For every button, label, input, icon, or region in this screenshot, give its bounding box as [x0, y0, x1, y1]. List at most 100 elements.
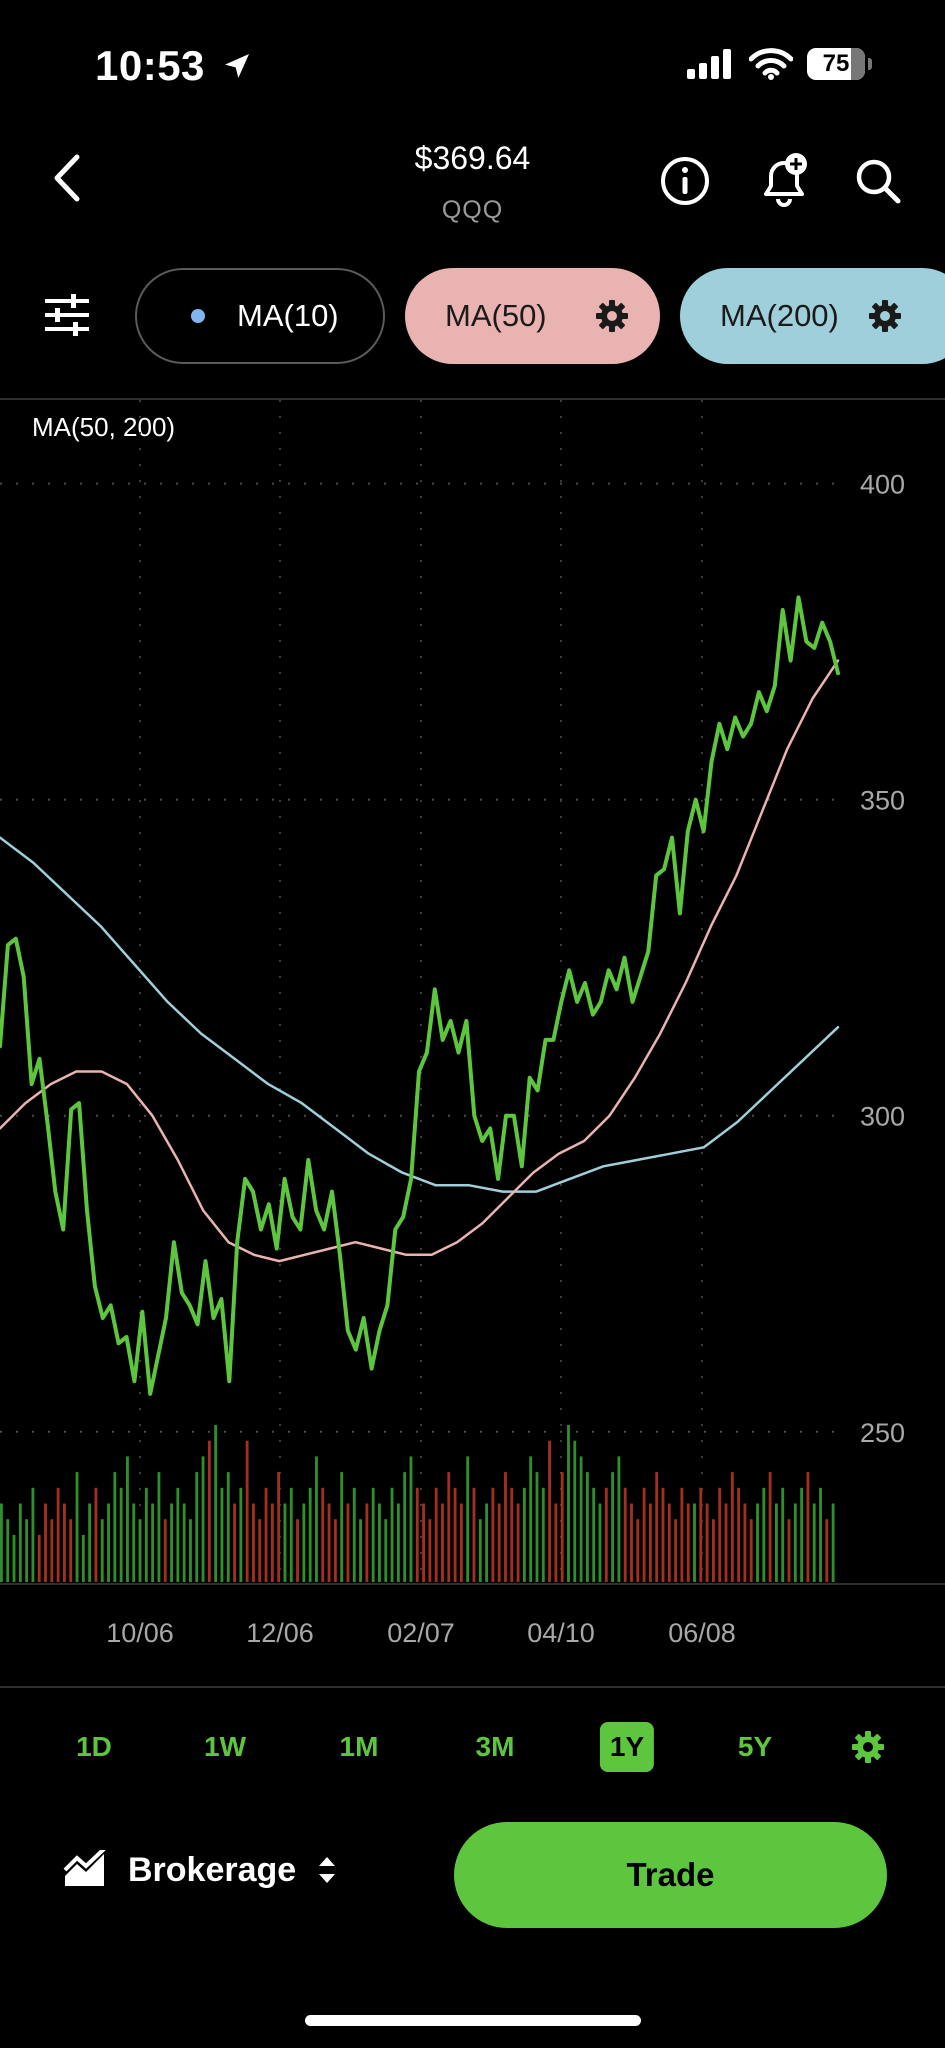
search-button[interactable]: [852, 154, 904, 208]
volume-bar: [113, 1472, 117, 1582]
gear-icon: [852, 1731, 884, 1763]
volume-bar: [189, 1519, 192, 1582]
chart-top-divider: [0, 398, 945, 400]
volume-bar: [630, 1503, 633, 1582]
add-alert-button[interactable]: [756, 150, 812, 210]
volume-bar: [699, 1487, 703, 1582]
x-tick-label: 02/07: [387, 1618, 455, 1648]
volume-bar: [182, 1503, 186, 1582]
account-selector[interactable]: Brokerage: [62, 1850, 338, 1890]
volume-bar: [157, 1472, 161, 1582]
gear-icon[interactable]: [867, 298, 903, 334]
status-time: 10:53: [95, 42, 253, 90]
period-1m[interactable]: 1M: [339, 1731, 379, 1762]
indicator-chip-ma200[interactable]: MA(200): [680, 268, 945, 364]
period-settings-button[interactable]: [848, 1727, 888, 1767]
volume-bar: [737, 1487, 741, 1582]
volume-bar: [491, 1487, 495, 1582]
battery-level: 75: [822, 50, 850, 77]
chart-settings-button[interactable]: [42, 290, 92, 340]
volume-bar: [667, 1503, 671, 1582]
volume-bar: [176, 1487, 180, 1582]
volume-bar: [516, 1503, 520, 1582]
volume-bar: [711, 1519, 715, 1582]
volume-bar: [151, 1503, 155, 1582]
volume-bar: [655, 1472, 659, 1582]
x-tick-label: 04/10: [527, 1618, 595, 1648]
volume-bar: [579, 1456, 583, 1582]
volume-bar: [585, 1472, 589, 1582]
volume-bar: [447, 1472, 451, 1582]
volume-bar: [743, 1503, 747, 1582]
volume-bar: [233, 1503, 236, 1582]
period-5y[interactable]: 5Y: [737, 1731, 773, 1762]
volume-bar: [831, 1503, 835, 1582]
volume-bar: [81, 1534, 85, 1582]
back-button[interactable]: [42, 150, 90, 206]
gear-icon[interactable]: [594, 298, 630, 334]
volume-bar: [409, 1456, 413, 1582]
volume-bar: [686, 1503, 690, 1582]
volume-bar: [459, 1503, 463, 1582]
volume-bar: [371, 1487, 375, 1582]
volume-bar: [718, 1487, 722, 1582]
period-3m[interactable]: 3M: [475, 1731, 515, 1762]
status-icons: 75: [687, 48, 872, 80]
volume-bar: [75, 1472, 79, 1582]
location-arrow-icon: [225, 54, 250, 78]
volume-bar: [434, 1487, 438, 1582]
sliders-icon: [45, 294, 89, 336]
volume-bar: [800, 1487, 804, 1582]
volume-bar: [283, 1503, 287, 1582]
account-label: Brokerage: [128, 1850, 297, 1889]
volume-bar: [226, 1472, 230, 1582]
volume-bar: [762, 1487, 766, 1582]
cellular-signal-icon: [687, 49, 731, 79]
period-1w[interactable]: 1W: [204, 1731, 246, 1762]
volume-bar: [214, 1425, 218, 1582]
volume-bar: [252, 1503, 255, 1582]
volume-bar: [56, 1487, 60, 1582]
volume-bar: [302, 1503, 306, 1582]
volume-bar: [554, 1503, 558, 1582]
volume-bar: [415, 1487, 419, 1582]
volume-bar: [642, 1487, 646, 1582]
volume-bar: [774, 1503, 778, 1582]
volume-bar: [541, 1487, 545, 1582]
volume-bar: [132, 1503, 136, 1582]
volume-bar: [264, 1487, 268, 1582]
volume-bar: [598, 1503, 602, 1582]
volume-bar: [567, 1425, 570, 1582]
volume-bar: [201, 1456, 205, 1582]
volume-bar: [592, 1487, 596, 1582]
search-icon: [856, 159, 901, 204]
volume-bar: [245, 1440, 249, 1582]
trade-button[interactable]: Trade: [454, 1822, 887, 1928]
volume-bar: [258, 1519, 262, 1582]
ticker-symbol: QQQ: [441, 196, 504, 224]
line-chart-icon: [63, 1850, 106, 1886]
period-1y[interactable]: 1Y: [599, 1722, 655, 1772]
volume-bar: [661, 1487, 665, 1582]
info-button[interactable]: [658, 154, 712, 208]
volume-bar: [163, 1519, 167, 1582]
volume-bar: [144, 1487, 148, 1582]
ma50-line: [0, 659, 840, 1263]
price-chart[interactable]: 400 350 300 250: [0, 400, 945, 1585]
volume-bar: [315, 1456, 318, 1582]
volume-bar: [623, 1487, 627, 1582]
period-1d[interactable]: 1D: [76, 1731, 112, 1762]
volume-bar: [510, 1487, 514, 1582]
indicator-label: MA(200): [720, 298, 839, 333]
volume-bar: [18, 1503, 22, 1582]
volume-bar: [346, 1503, 350, 1582]
volume-bar: [617, 1456, 621, 1582]
volume-bar: [403, 1472, 407, 1582]
volume-bar: [384, 1519, 388, 1582]
volume-bar: [390, 1487, 394, 1582]
volume-bar: [333, 1519, 337, 1582]
indicator-chip-ma50[interactable]: MA(50): [405, 268, 660, 364]
volume-bar: [126, 1456, 129, 1582]
indicator-chip-ma10[interactable]: MA(10): [135, 268, 385, 364]
current-price: $369.64: [414, 140, 531, 176]
